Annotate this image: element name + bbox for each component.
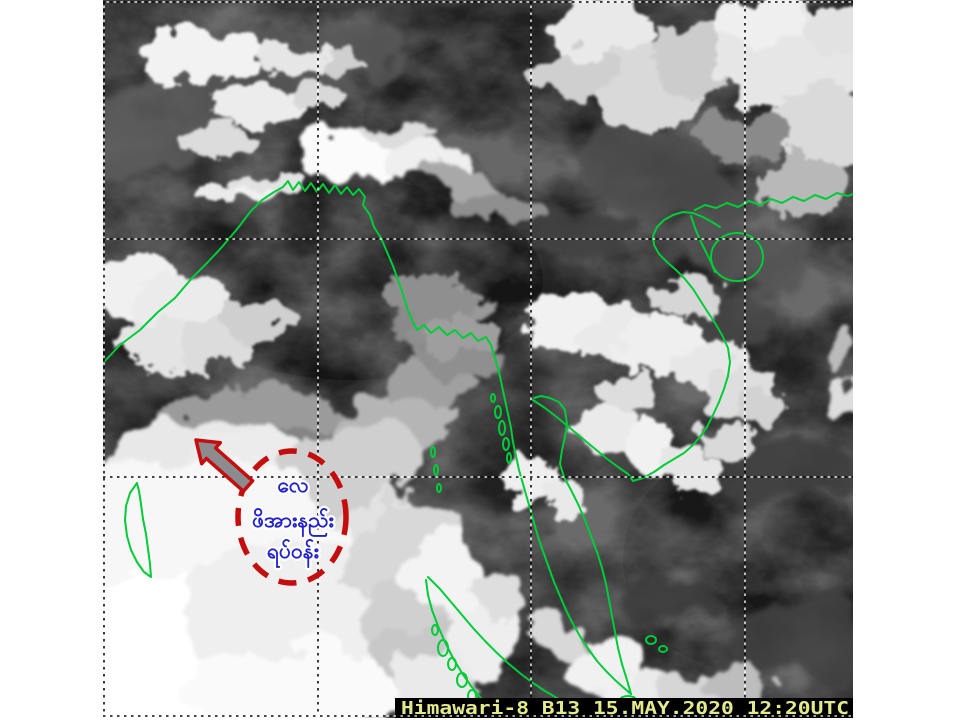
annotation-line-1: လေ	[277, 473, 308, 497]
coastline-small-islands	[430, 393, 668, 718]
coastline-malay-east-gulf	[533, 395, 632, 695]
caption-text: Himawari-8 B13 15.MAY.2020 12:20UTC	[401, 698, 849, 718]
coastline-india-myanmar-malay	[103, 180, 632, 695]
coastline-hainan	[710, 232, 764, 282]
grid-vertical-lines	[103, 2, 746, 716]
satellite-image: Himawari-8 B13 15.MAY.2020 12:20UTC လေ	[103, 0, 853, 718]
caption-bar: Himawari-8 B13 15.MAY.2020 12:20UTC	[395, 698, 853, 718]
coastline-sri-lanka	[124, 482, 152, 578]
low-pressure-dashed-circle	[235, 448, 349, 586]
cloud-cluster-indochina	[388, 275, 789, 519]
cloud-cluster-northwest	[103, 26, 365, 370]
cloud-cluster-northeast	[533, 0, 853, 213]
coastline-gulf-vietnam-tonkin	[532, 211, 731, 482]
coastline-south-china	[694, 192, 853, 211]
coastline-layer	[103, 180, 853, 718]
northwest-arrow-icon	[194, 438, 255, 493]
low-pressure-cloud-mass	[103, 280, 498, 718]
satellite-image-canvas: Himawari-8 B13 15.MAY.2020 12:20UTC လေ	[103, 0, 853, 718]
cloud-cluster-bangladesh	[303, 118, 538, 221]
